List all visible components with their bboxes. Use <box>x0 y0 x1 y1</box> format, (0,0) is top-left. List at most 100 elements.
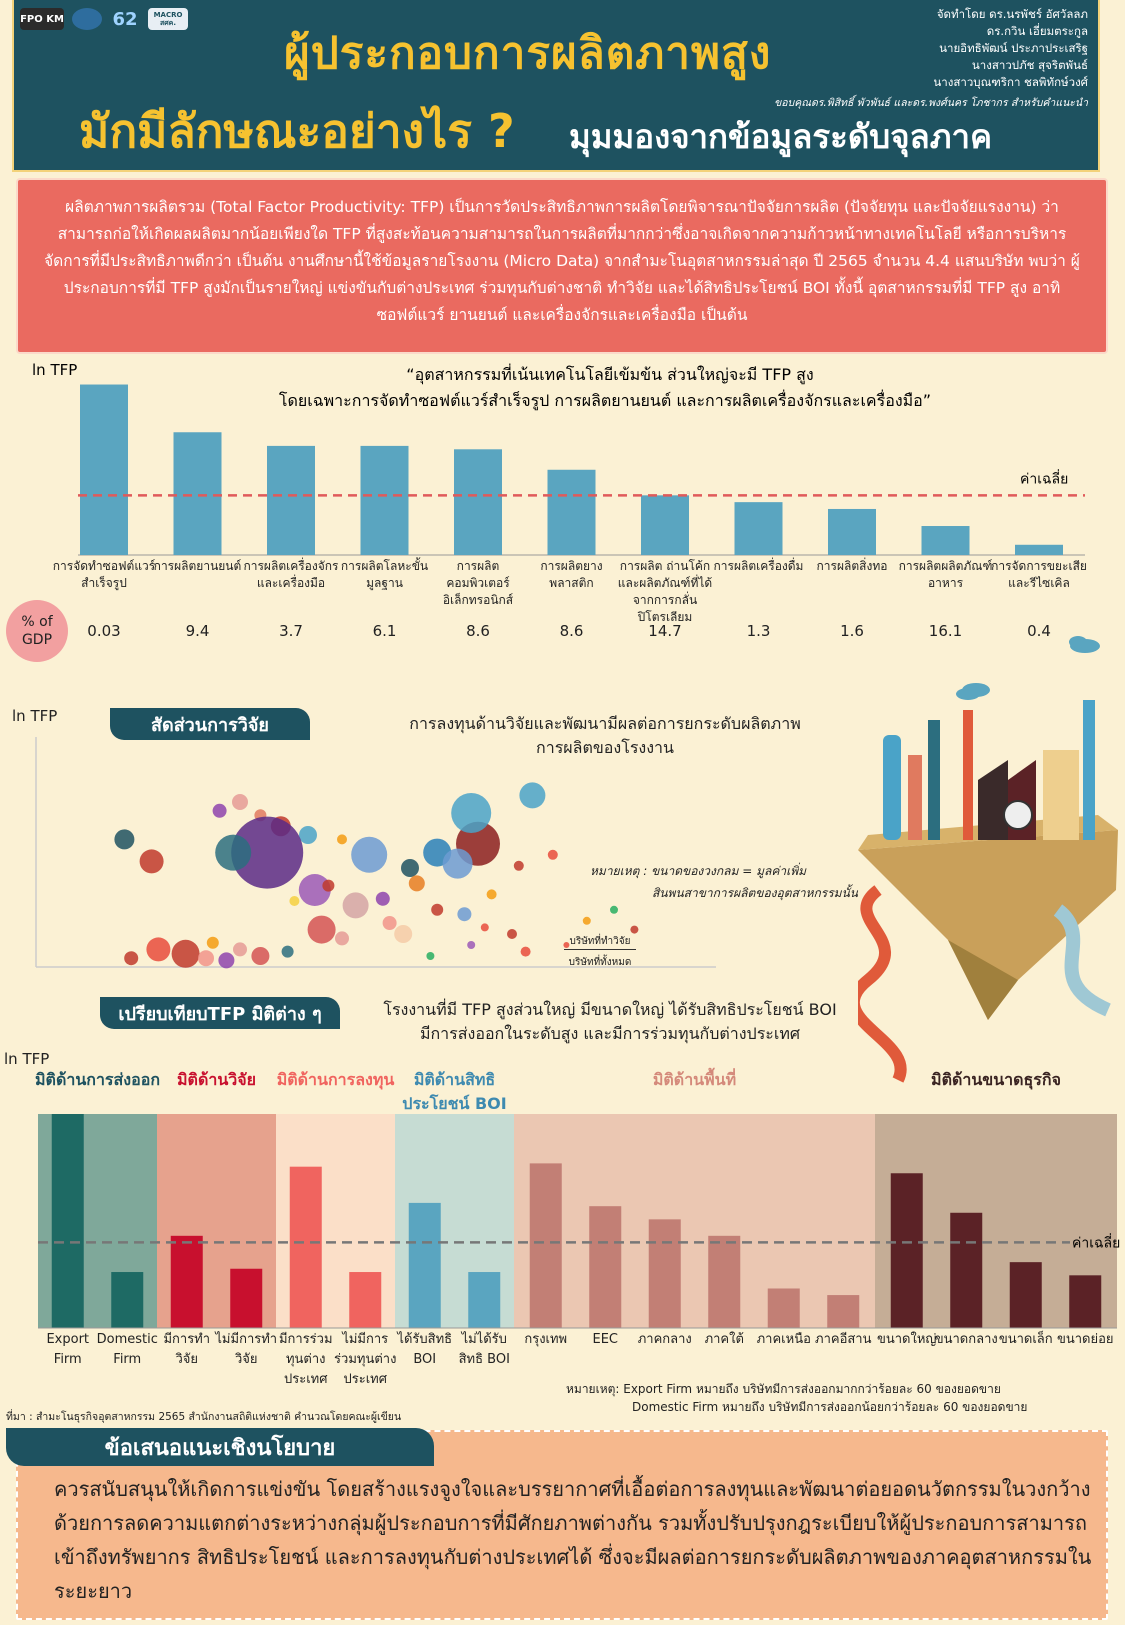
author-4: นางสาวปภัช สุจริตพันธ์ <box>971 58 1088 72</box>
industry-gdp-value: 1.6 <box>840 622 864 640</box>
industry-bar <box>921 526 970 555</box>
scatter-point <box>401 859 419 877</box>
industry-category-label: การผลิตผลิตภัณฑ์อาหาร <box>898 559 993 590</box>
dimension-category-label: ได้รับสิทธิ BOI <box>397 1332 453 1367</box>
compare-ylabel: ln TFP <box>4 1050 50 1068</box>
industry-bar <box>734 502 783 555</box>
fpo-km-logo: FPO KM <box>20 8 64 30</box>
gdp-badge: % of GDP <box>6 600 68 662</box>
scatter-title-line1: การลงทุนด้านวิจัยและพัฒนามีผลต่อการยกระด… <box>409 714 801 733</box>
author-5: นางสาวบุณฑริกา ชลพิทักษ์วงศ์ <box>933 75 1088 89</box>
industry-gdp-value: 1.3 <box>746 622 771 640</box>
author-2: ดร.กวิน เอี่ยมตระกูล <box>986 24 1088 38</box>
industry-category-label: การผลิตสิ่งทอ <box>816 559 888 573</box>
scatter-point <box>507 929 517 939</box>
industry-bar <box>1015 544 1063 555</box>
scatter-point <box>231 816 304 889</box>
dimension-category-label: ไม่ได้รับสิทธิ BOI <box>458 1332 510 1367</box>
scatter-point <box>480 923 489 932</box>
scatter-point <box>630 925 639 934</box>
industry-bar <box>454 449 502 555</box>
industry-gdp-value: 16.1 <box>928 622 963 640</box>
dimension-bar <box>289 1166 322 1328</box>
scatter-point <box>171 939 200 968</box>
dimension-category-label: ขนาดกลาง <box>934 1332 998 1347</box>
dimension-bar <box>589 1206 622 1328</box>
page-title-line1: ผู้ประกอบการผลิตภาพสูง <box>284 28 772 79</box>
macro-logo: MACRO สศค. <box>148 8 188 30</box>
industry-category-label: การผลิตโลหะขั้นมูลฐาน <box>340 559 429 590</box>
industry-bar <box>360 445 409 555</box>
scatter-point <box>467 941 476 949</box>
policy-tag: ข้อเสนอแนะเชิงนโยบาย <box>6 1428 434 1466</box>
cloud-part <box>1069 636 1087 648</box>
scatter-point <box>233 942 247 957</box>
dimension-group-title: มิติด้านขนาดธุรกิจ <box>931 1070 1061 1089</box>
dimension-category-label: ไม่มีการทำวิจัย <box>215 1332 278 1367</box>
dimension-bar <box>529 1163 562 1328</box>
scatter-point <box>457 907 472 922</box>
scatter-point <box>124 951 139 966</box>
scatter-point <box>206 936 219 949</box>
dimension-bar <box>111 1272 144 1328</box>
factory-illustration <box>858 683 1118 1083</box>
author-3: นายอิทธิพัฒน์ ประภาประเสริฐ <box>939 41 1088 55</box>
scatter-point <box>114 829 135 850</box>
industry-category-label: การจัดทำซอฟต์แวร์สำเร็จรูป <box>52 559 156 590</box>
dimension-category-label: Export Firm <box>46 1332 90 1367</box>
note-domestic: Domestic Firm หมายถึง บริษัทมีการส่งออกน… <box>632 1400 1028 1414</box>
industry-category-label: การผลิตเครื่องจักรและเครื่องมือ <box>243 559 339 590</box>
scatter-point <box>442 848 473 879</box>
scatter-point <box>513 860 524 871</box>
industry-bar <box>828 508 876 555</box>
dimension-category-label: ภาคเหนือ <box>756 1332 811 1347</box>
dimension-category-label: EEC <box>592 1332 618 1347</box>
scatter-note: หมายเหตุ : ขนาดของวงกลม = มูลค่าเพิ่ม สิ… <box>590 860 858 904</box>
industry-bar <box>547 469 596 555</box>
dimension-category-label: มีการทำวิจัย <box>163 1332 211 1367</box>
dimension-bar <box>349 1272 382 1328</box>
scatter-title: การลงทุนด้านวิจัยและพัฒนามีผลต่อการยกระด… <box>380 712 830 760</box>
industry-category-label: การจัดการขยะเสียและรีไซเคิล <box>991 559 1087 590</box>
industry-gdp-value: 6.1 <box>372 622 397 640</box>
scatter-point <box>218 952 235 969</box>
dimension-category-label: Domestic Firm <box>96 1332 158 1367</box>
dimension-bar <box>648 1219 681 1328</box>
dimension-group-title: มิติด้านการส่งออก <box>35 1070 160 1089</box>
industry-gdp-value: 0.4 <box>1027 622 1051 640</box>
scatter-title-line2: การผลิตของโรงงาน <box>536 738 674 757</box>
industry-subtitle: โดยเฉพาะการจัดทำซอฟต์แวร์สำเร็จรูป การผล… <box>279 389 931 411</box>
industry-bar <box>173 432 222 555</box>
dimension-category-label: ภาคใต้ <box>704 1332 744 1347</box>
industry-tfp-chart: ln TFP ค่าเฉลี่ย “อุตสาหกรรมที่เน้นเทคโนโล… <box>32 361 1100 653</box>
scatter-point <box>431 903 444 916</box>
industry-title: “อุตสาหกรรมที่เน้นเทคโนโลยีเข้มข้น ส่วนใ… <box>406 363 813 385</box>
notes: หมายเหตุ: Export Firm หมายถึง บริษัทมีกา… <box>566 1380 1027 1416</box>
cloud-icon <box>956 683 990 700</box>
scatter-point <box>394 925 413 943</box>
scatter-point <box>610 905 618 914</box>
dimension-bar <box>1009 1262 1042 1328</box>
dimension-bar <box>170 1235 203 1328</box>
scatter-point <box>299 826 317 844</box>
dimension-bar <box>827 1295 860 1328</box>
industry-bar <box>80 384 128 555</box>
dimension-bar <box>708 1235 741 1328</box>
scatter-point <box>232 794 248 810</box>
author-1: จัดทำโดย ดร.นรพัชร์ อัศวัลลภ <box>936 7 1088 21</box>
acknowledgement: ขอบคุณดร.พิสิทธิ์ พัวพันธ์ และดร.พงศ์นคร… <box>774 97 1088 109</box>
dimension-bar <box>767 1288 800 1328</box>
industry-category-label: การผลิตยานยนต์ <box>153 559 242 573</box>
page-title-line2: มักมีลักษณะอย่างไร ? <box>79 104 515 158</box>
industry-gdp-value: 0.03 <box>87 622 121 640</box>
scatter-point <box>451 793 492 833</box>
scatter-note-line1: หมายเหตุ : ขนาดของวงกลม = มูลค่าเพิ่ม <box>590 864 807 878</box>
dimension-category-label: ขนาดเล็ก <box>998 1332 1053 1347</box>
dimension-bar <box>230 1268 263 1328</box>
research-scatter-chart <box>35 737 716 969</box>
dimension-category-label: ขนาดใหญ่ <box>876 1332 937 1347</box>
dimension-average-label: ค่าเฉลี่ย <box>1072 1233 1120 1251</box>
industry-gdp-value: 9.4 <box>185 622 210 640</box>
scatter-x-denominator: บริษัทที่ทั้งหมด <box>568 957 632 968</box>
scatter-point <box>298 874 331 906</box>
